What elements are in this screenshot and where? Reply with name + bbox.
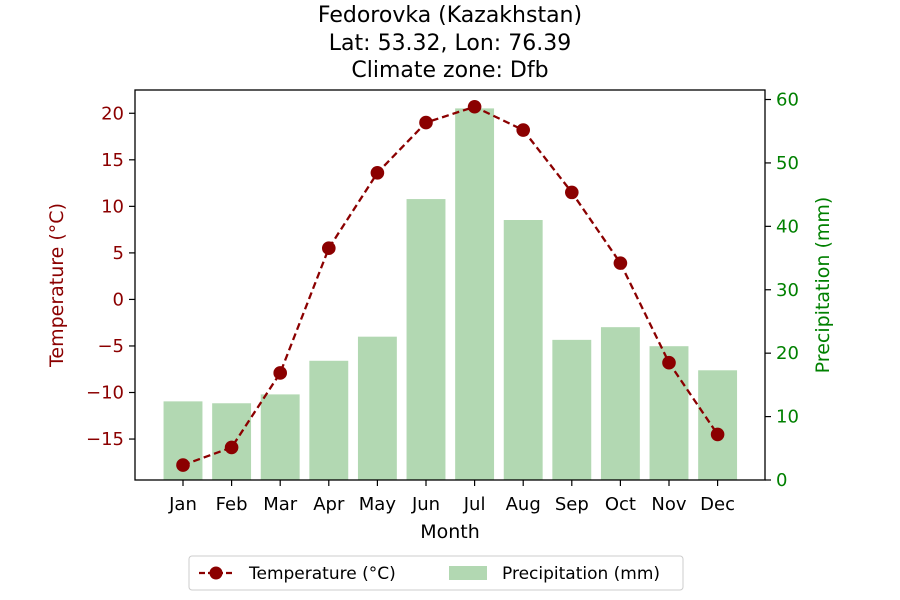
temperature-point-jul [468,100,482,114]
x-tick-label-nov: Nov [651,494,686,515]
legend: Temperature (°C) Precipitation (mm) [189,556,683,590]
precipitation-bar-jul [455,108,494,480]
temperature-point-aug [516,123,530,137]
x-tick-label-apr: Apr [313,494,345,515]
left-tick-label: 10 [101,196,124,217]
precipitation-bar-aug [504,220,543,480]
chart-title-line-2: Lat: 53.32, Lon: 76.39 [329,31,571,56]
x-tick-label-jul: Jul [463,494,486,515]
temperature-point-jun [419,116,433,130]
right-tick-label: 10 [776,407,799,428]
precipitation-bar-jun [407,199,446,480]
x-tick-label-oct: Oct [605,494,636,515]
legend-temperature-label: Temperature (°C) [248,564,396,584]
precipitation-bar-mar [261,394,300,480]
temperature-point-jan [176,458,190,472]
precipitation-bar-may [358,337,397,480]
left-tick-label: 15 [101,150,124,171]
precipitation-bar-oct [601,327,640,480]
right-tick-label: 40 [776,216,799,237]
chart-title-line-3: Climate zone: Dfb [351,58,548,83]
left-y-axis: −15 −10 −5 0 5 10 15 20 [86,103,135,450]
temperature-point-oct [614,256,628,270]
right-tick-label: 50 [776,153,799,174]
temperature-point-sep [565,186,579,200]
temperature-point-mar [273,366,287,380]
legend-precipitation-label: Precipitation (mm) [502,564,660,584]
x-tick-label-feb: Feb [216,494,248,515]
chart-title-line-1: Fedorovka (Kazakhstan) [318,3,582,28]
legend-precipitation-swatch [449,566,487,580]
left-tick-label: −5 [97,336,124,357]
x-tick-label-dec: Dec [700,494,735,515]
right-tick-label: 30 [776,280,799,301]
left-tick-label: 0 [113,289,124,310]
temperature-point-apr [322,241,336,255]
right-axis-label: Precipitation (mm) [812,197,834,374]
temperature-series [176,100,724,472]
left-tick-label: −15 [86,429,124,450]
temperature-point-may [371,166,385,180]
x-tick-label-sep: Sep [555,494,589,515]
left-tick-label: 20 [101,103,124,124]
x-tick-label-aug: Aug [506,494,541,515]
left-tick-label: 5 [113,243,124,264]
x-tick-label-may: May [359,494,397,515]
temperature-point-nov [662,356,676,370]
precipitation-bar-dec [698,370,737,480]
right-y-axis: 0 10 20 30 40 50 60 [765,90,799,491]
x-tick-label-jun: Jun [411,494,440,515]
x-tick-label-jan: Jan [168,494,197,515]
right-tick-label: 60 [776,90,799,111]
left-tick-label: −10 [86,383,124,404]
precipitation-bar-sep [552,340,591,480]
temperature-point-feb [225,441,239,455]
right-tick-label: 0 [776,470,787,491]
precipitation-bars [164,108,738,480]
temperature-point-dec [711,428,725,442]
x-axis: Jan Feb Mar Apr May Jun Jul Aug Sep Oct Nov Dec [168,480,735,515]
left-axis-label: Temperature (°C) [46,203,68,368]
x-tick-label-mar: Mar [263,494,298,515]
x-axis-label: Month [420,521,480,543]
right-tick-label: 20 [776,343,799,364]
precipitation-bar-apr [309,361,348,480]
